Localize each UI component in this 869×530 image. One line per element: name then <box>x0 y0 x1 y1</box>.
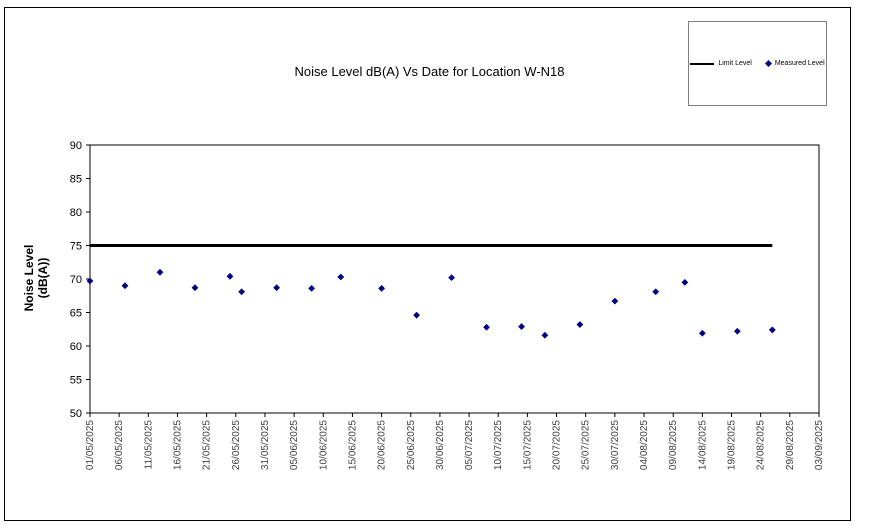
data-point <box>226 272 234 280</box>
x-tick-label: 01/05/2025 <box>85 420 96 470</box>
x-tick-label: 20/07/2025 <box>552 420 563 470</box>
data-point <box>681 278 689 286</box>
x-tick-label: 05/07/2025 <box>464 420 475 470</box>
data-point <box>541 331 549 339</box>
x-tick-label: 06/05/2025 <box>114 420 125 470</box>
data-point <box>337 273 345 281</box>
x-tick-label: 16/05/2025 <box>172 420 183 470</box>
data-point <box>86 277 94 285</box>
x-tick-label: 05/06/2025 <box>289 420 300 470</box>
data-point <box>611 297 619 305</box>
x-tick-label: 25/07/2025 <box>581 420 592 470</box>
x-tick-label: 20/06/2025 <box>377 420 388 470</box>
y-tick-label: 55 <box>70 375 82 387</box>
data-point <box>156 268 164 276</box>
data-point <box>121 282 129 290</box>
data-point <box>576 321 584 328</box>
x-tick-label: 21/05/2025 <box>202 420 213 470</box>
x-tick-label: 25/06/2025 <box>406 420 417 470</box>
y-tick-label: 80 <box>70 207 82 219</box>
y-tick-label: 50 <box>70 408 82 420</box>
x-tick-label: 03/09/2025 <box>814 420 825 470</box>
data-point <box>413 311 420 319</box>
x-tick-label: 11/05/2025 <box>143 420 154 470</box>
data-point <box>191 284 199 292</box>
x-tick-label: 30/07/2025 <box>610 420 621 470</box>
x-tick-label: 31/05/2025 <box>260 420 271 470</box>
x-tick-label: 10/06/2025 <box>318 420 329 470</box>
data-point <box>378 284 385 292</box>
legend-item-measured-level: Measured Level <box>764 59 825 68</box>
y-tick-label: 85 <box>70 174 82 186</box>
data-point <box>518 323 525 330</box>
chart-title: Noise Level dB(A) Vs Date for Location W… <box>294 64 565 79</box>
x-tick-label: 15/07/2025 <box>522 420 533 470</box>
y-tick-label: 60 <box>70 341 82 353</box>
x-tick-label: 09/08/2025 <box>668 420 679 470</box>
legend: Limit Level Measured Level <box>688 21 827 106</box>
x-tick-label: 19/08/2025 <box>727 420 738 470</box>
y-tick-label: 70 <box>70 274 82 286</box>
data-point <box>733 327 741 335</box>
data-point <box>483 323 490 331</box>
legend-label-measured: Measured Level <box>774 60 825 67</box>
data-point <box>238 288 246 296</box>
x-tick-label: 24/08/2025 <box>756 420 767 470</box>
x-tick-label: 29/08/2025 <box>785 420 796 470</box>
data-point <box>448 274 455 282</box>
x-tick-label: 14/08/2025 <box>697 420 708 470</box>
x-tick-label: 04/08/2025 <box>639 420 650 470</box>
y-tick-label: 75 <box>70 241 82 253</box>
x-tick-label: 15/06/2025 <box>347 420 358 470</box>
data-point <box>652 288 660 296</box>
legend-label-limit: Limit Level <box>718 60 752 67</box>
x-tick-label: 26/05/2025 <box>231 420 242 470</box>
data-point <box>698 329 706 337</box>
x-tick-label: 30/06/2025 <box>435 420 446 470</box>
legend-item-limit-level: Limit Level <box>690 60 752 67</box>
plot-frame <box>89 144 820 414</box>
data-point <box>308 284 316 292</box>
data-point <box>768 326 776 334</box>
limit-line-icon <box>690 62 715 65</box>
y-tick-label: 90 <box>70 140 82 152</box>
x-tick-label: 10/07/2025 <box>493 420 504 470</box>
data-point <box>273 284 281 292</box>
y-tick-label: 65 <box>70 308 82 320</box>
